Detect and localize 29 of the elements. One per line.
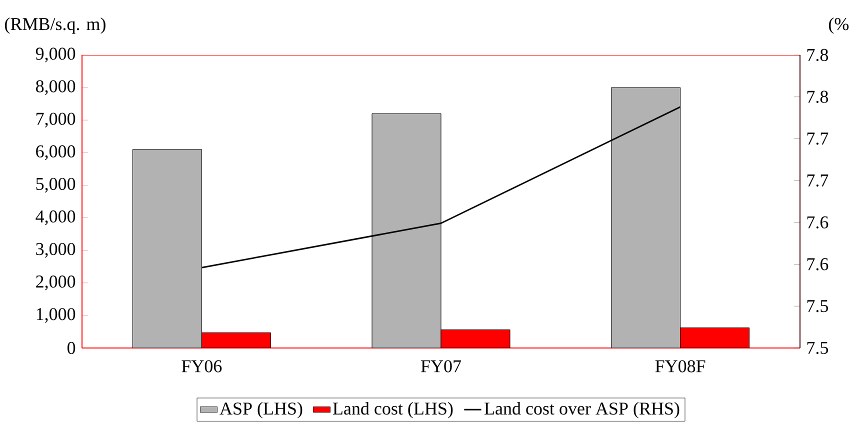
y2-tick-label: 7.6 [807, 258, 828, 270]
bar [132, 149, 202, 348]
y-tick-label: 3,000 [36, 242, 76, 258]
x-tick-label: FY08F [655, 360, 706, 372]
y-tick-label: 2,000 [36, 276, 76, 290]
y2-tick-label: 7.6 [807, 216, 828, 228]
y-tick-label: 4,000 [36, 210, 76, 226]
y-tick-label: 8,000 [36, 80, 76, 95]
legend-label: Land cost (LHS) [332, 402, 453, 418]
y2-axis-title: (% [828, 17, 849, 34]
legend-label: ASP (LHS) [220, 402, 302, 418]
y2-tick-label: 7.7 [807, 174, 828, 187]
y2-tick-label: 7.8 [807, 90, 828, 103]
x-tick-label: FY06 [182, 360, 222, 372]
bar [372, 113, 442, 348]
y-axis-title: (RMB/s.q. m) [5, 17, 106, 34]
bar [611, 87, 681, 348]
y-tick-label: 7,000 [36, 112, 76, 128]
y2-tick-label: 7.5 [807, 342, 828, 354]
y2-tick-label: 7.8 [807, 48, 828, 62]
x-tick-label: FY07 [421, 360, 461, 372]
legend-label: Land cost over ASP (RHS) [484, 402, 680, 418]
y-tick-label: 1,000 [36, 308, 76, 323]
y2-tick-label: 7.5 [807, 300, 828, 312]
y-tick-label: 6,000 [36, 145, 76, 160]
y2-tick-label: 7.7 [807, 132, 828, 145]
y-tick-label: 9,000 [36, 48, 76, 62]
y-tick-label: 0 [68, 342, 76, 354]
y-tick-label: 5,000 [36, 178, 76, 193]
